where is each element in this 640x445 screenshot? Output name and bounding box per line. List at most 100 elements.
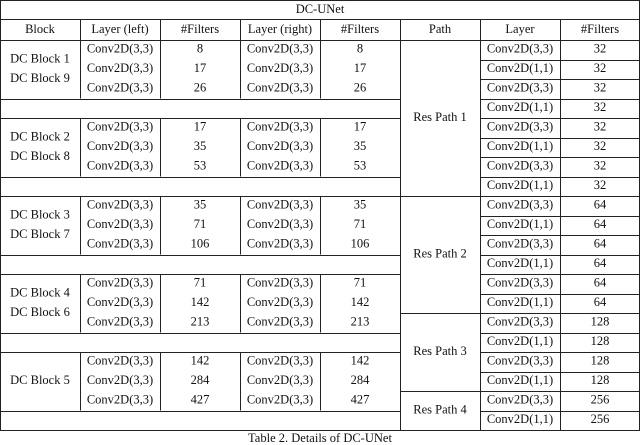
layer: Conv2D(3,3) xyxy=(487,159,553,173)
filters: 26 xyxy=(194,81,207,95)
layer: Conv2D(3,3) xyxy=(487,276,553,290)
layer: Conv2D(3,3) xyxy=(87,61,153,75)
filters: 32 xyxy=(594,61,607,75)
filters: 32 xyxy=(594,42,607,56)
path-name: Res Path 3 xyxy=(413,344,466,358)
filters: 17 xyxy=(354,61,367,75)
layer: Conv2D(3,3) xyxy=(247,373,313,387)
column-header: Path xyxy=(429,22,452,36)
filters: 64 xyxy=(594,198,607,212)
filters: 35 xyxy=(354,139,367,153)
filters: 256 xyxy=(591,393,610,407)
caption: Table 2. Details of DC-UNet xyxy=(248,431,392,445)
filters: 8 xyxy=(357,42,363,56)
block-name: DC Block 1 xyxy=(10,51,70,65)
layer: Conv2D(1,1) xyxy=(487,217,553,231)
layer: Conv2D(3,3) xyxy=(87,42,153,56)
layer: Conv2D(1,1) xyxy=(487,295,553,309)
layer: Conv2D(3,3) xyxy=(87,276,153,290)
layer: Conv2D(3,3) xyxy=(487,315,553,329)
filters: 213 xyxy=(351,315,370,329)
layer: Conv2D(3,3) xyxy=(247,295,313,309)
layer: Conv2D(1,1) xyxy=(487,334,553,348)
column-header: #Filters xyxy=(181,22,219,36)
layer: Conv2D(1,1) xyxy=(487,373,553,387)
layer: Conv2D(3,3) xyxy=(87,315,153,329)
filters: 427 xyxy=(351,393,370,407)
filters: 427 xyxy=(191,393,210,407)
block-name: DC Block 7 xyxy=(10,227,70,241)
filters: 106 xyxy=(191,237,210,251)
layer: Conv2D(3,3) xyxy=(87,159,153,173)
filters: 64 xyxy=(594,295,607,309)
column-header: #Filters xyxy=(581,22,619,36)
layer: Conv2D(3,3) xyxy=(487,42,553,56)
layer: Conv2D(3,3) xyxy=(487,81,553,95)
filters: 32 xyxy=(594,120,607,134)
block-name: DC Block 5 xyxy=(10,373,70,387)
layer: Conv2D(3,3) xyxy=(87,237,153,251)
layer: Conv2D(3,3) xyxy=(487,393,553,407)
filters: 64 xyxy=(594,256,607,270)
filters: 32 xyxy=(594,139,607,153)
layer: Conv2D(3,3) xyxy=(87,354,153,368)
layer: Conv2D(3,3) xyxy=(247,120,313,134)
filters: 142 xyxy=(351,295,370,309)
filters: 64 xyxy=(594,217,607,231)
column-header: Layer xyxy=(505,22,535,36)
layer: Conv2D(3,3) xyxy=(487,237,553,251)
layer: Conv2D(3,3) xyxy=(247,354,313,368)
layer: Conv2D(3,3) xyxy=(487,354,553,368)
layer: Conv2D(3,3) xyxy=(247,159,313,173)
layer: Conv2D(3,3) xyxy=(87,295,153,309)
filters: 142 xyxy=(191,354,210,368)
layer: Conv2D(3,3) xyxy=(87,217,153,231)
layer: Conv2D(3,3) xyxy=(247,237,313,251)
block-name: DC Block 6 xyxy=(10,305,70,319)
layer: Conv2D(3,3) xyxy=(247,315,313,329)
layer: Conv2D(3,3) xyxy=(87,120,153,134)
filters: 128 xyxy=(591,315,610,329)
layer: Conv2D(3,3) xyxy=(247,217,313,231)
layer: Conv2D(3,3) xyxy=(87,373,153,387)
column-header: Layer (right) xyxy=(248,22,312,36)
block-name: DC Block 3 xyxy=(10,207,70,221)
filters: 64 xyxy=(594,237,607,251)
layer: Conv2D(3,3) xyxy=(87,139,153,153)
column-header: Layer (left) xyxy=(91,22,148,36)
filters: 213 xyxy=(191,315,210,329)
filters: 71 xyxy=(354,217,367,231)
filters: 64 xyxy=(594,276,607,290)
filters: 32 xyxy=(594,100,607,114)
filters: 71 xyxy=(194,217,207,231)
path-name: Res Path 2 xyxy=(413,246,466,260)
filters: 32 xyxy=(594,178,607,192)
filters: 71 xyxy=(354,276,367,290)
filters: 128 xyxy=(591,373,610,387)
path-name: Res Path 4 xyxy=(413,402,467,416)
layer: Conv2D(1,1) xyxy=(487,139,553,153)
path-name: Res Path 1 xyxy=(413,110,466,124)
block-name: DC Block 2 xyxy=(10,129,70,143)
layer: Conv2D(3,3) xyxy=(87,198,153,212)
layer: Conv2D(3,3) xyxy=(247,198,313,212)
filters: 284 xyxy=(191,373,211,387)
filters: 26 xyxy=(354,81,367,95)
filters: 284 xyxy=(351,373,371,387)
filters: 35 xyxy=(194,139,207,153)
filters: 17 xyxy=(194,120,207,134)
filters: 17 xyxy=(194,61,207,75)
layer: Conv2D(1,1) xyxy=(487,178,553,192)
layer: Conv2D(1,1) xyxy=(487,412,553,426)
layer: Conv2D(3,3) xyxy=(247,61,313,75)
filters: 32 xyxy=(594,81,607,95)
layer: Conv2D(3,3) xyxy=(87,393,153,407)
filters: 35 xyxy=(194,198,207,212)
filters: 8 xyxy=(197,42,203,56)
filters: 142 xyxy=(351,354,370,368)
column-header: Block xyxy=(25,22,56,36)
filters: 53 xyxy=(354,159,367,173)
block-name: DC Block 9 xyxy=(10,71,70,85)
